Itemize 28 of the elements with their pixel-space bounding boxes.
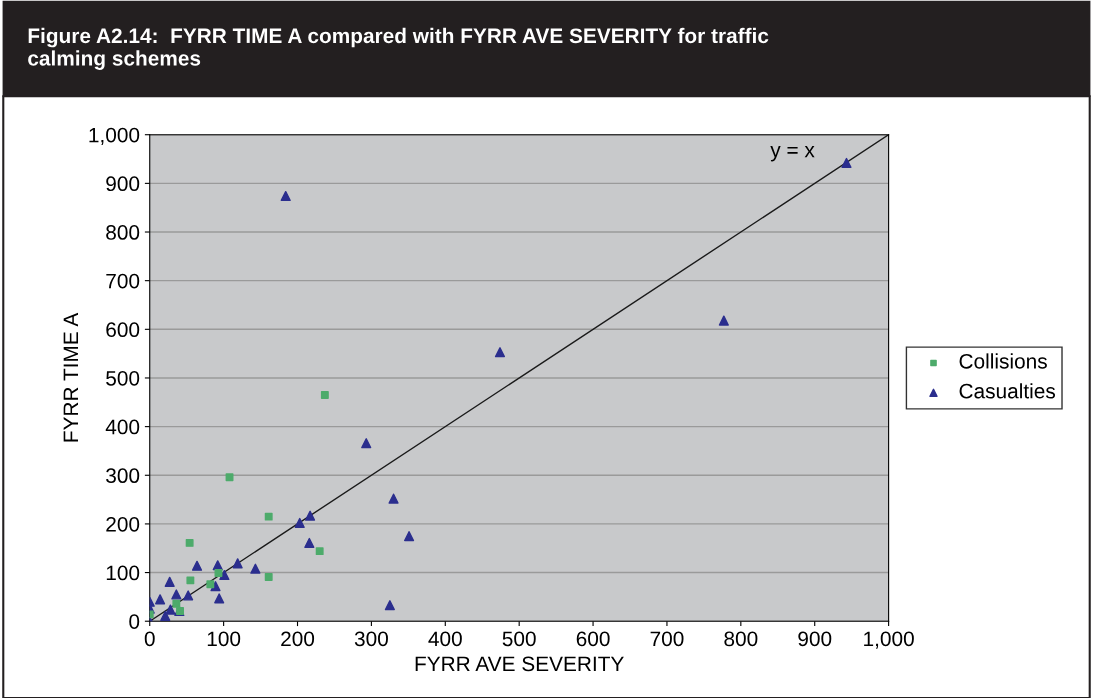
x-tick-label: 100 bbox=[207, 631, 241, 647]
x-tick-label: 600 bbox=[576, 631, 610, 647]
x-tick-label: 700 bbox=[650, 631, 684, 647]
y-tick-label: 500 bbox=[106, 370, 140, 386]
x-tick-label: 900 bbox=[798, 631, 832, 647]
y-tick-label: 800 bbox=[106, 225, 140, 240]
y-tick-label: 400 bbox=[105, 419, 140, 435]
x-tick-label: 400 bbox=[428, 631, 462, 647]
legend-label: Collisions bbox=[959, 353, 1047, 369]
y-axis-title: FYRR TIME A bbox=[63, 312, 79, 442]
x-axis-title: FYRR AVE SEVERITY bbox=[415, 656, 624, 672]
y-tick-label: 0 bbox=[129, 614, 140, 629]
legend-label: Casualties bbox=[959, 383, 1056, 399]
x-tick-label: 800 bbox=[724, 631, 758, 647]
annotation: y = x bbox=[770, 146, 815, 162]
chart-title: Figure A2.14: FYRR TIME A compared with FYRR AVE SEVERITY for traffic calming schemes bbox=[28, 27, 769, 70]
y-tick-label: 1,000 bbox=[89, 127, 140, 145]
x-tick-label: 200 bbox=[281, 631, 315, 647]
y-tick-label: 600 bbox=[106, 322, 140, 338]
y-tick-label: 200 bbox=[106, 516, 140, 532]
x-tick-label: 0 bbox=[144, 631, 155, 647]
y-tick-label: 300 bbox=[106, 468, 140, 484]
x-tick-label: 500 bbox=[502, 631, 536, 647]
x-tick-label: 300 bbox=[354, 631, 388, 647]
x-tick-label: 1,000 bbox=[864, 631, 914, 649]
y-tick-label: 700 bbox=[106, 273, 140, 289]
y-tick-label: 100 bbox=[106, 565, 140, 581]
y-tick-label: 900 bbox=[106, 176, 140, 192]
